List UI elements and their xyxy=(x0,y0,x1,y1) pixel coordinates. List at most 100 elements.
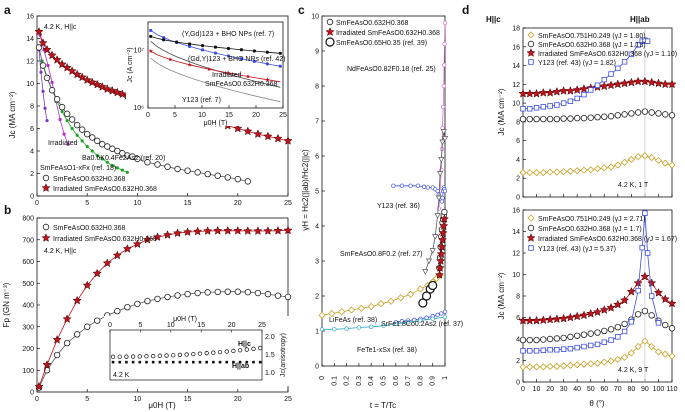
inset-point xyxy=(171,360,175,364)
data-point xyxy=(35,44,43,51)
legend-marker xyxy=(527,224,535,232)
inset-point xyxy=(225,360,229,364)
data-point xyxy=(62,62,72,72)
y-tick-label: 6 xyxy=(315,154,319,161)
data-point xyxy=(558,86,569,95)
inset-point xyxy=(245,360,249,364)
data-point xyxy=(580,360,588,368)
inset-label: H||ab xyxy=(232,363,249,370)
x-tick-label: 40 xyxy=(573,386,581,393)
data-point xyxy=(94,137,101,145)
y-tick-label: 12 xyxy=(512,82,520,89)
data-point xyxy=(434,213,441,219)
data-point xyxy=(415,183,421,188)
data-point xyxy=(192,226,203,236)
data-point xyxy=(436,256,446,265)
data-point xyxy=(613,79,623,89)
data-point xyxy=(662,111,669,118)
y-tick-label: 8 xyxy=(30,104,34,111)
data-point xyxy=(83,323,91,330)
inset-label: (Y,Gd)123 + BHO NPs (ref. 7) xyxy=(182,31,274,38)
data-point xyxy=(640,271,650,281)
inset-point xyxy=(177,352,183,358)
y-axis-label: Jc (MA cm⁻²) xyxy=(497,88,506,135)
data-point xyxy=(214,172,221,179)
data-point xyxy=(572,85,582,94)
x-tick-label: 90 xyxy=(641,386,649,393)
data-point xyxy=(554,102,560,108)
x-tick-label: 70 xyxy=(614,386,622,393)
data-point xyxy=(283,136,293,145)
data-point xyxy=(558,313,569,323)
inset-point xyxy=(125,360,128,364)
data-point xyxy=(566,361,574,369)
x-axis-label: θ (°) xyxy=(589,399,605,408)
data-point xyxy=(38,38,48,47)
data-point xyxy=(540,104,547,110)
data-point xyxy=(439,139,446,146)
data-point xyxy=(164,163,171,170)
data-point xyxy=(142,234,153,244)
data-point xyxy=(600,164,608,172)
data-point xyxy=(67,66,77,76)
data-point xyxy=(600,358,608,366)
data-point xyxy=(112,250,122,260)
data-point xyxy=(621,320,628,328)
legend-text: Y123 (ref. 43) (γJ = 1.82) xyxy=(538,60,616,67)
inset-point xyxy=(211,350,216,355)
inset-point xyxy=(218,360,222,364)
legend-text: SmFeAsO0.632H0.368 (γJ = 1.7) xyxy=(538,226,642,233)
data-point xyxy=(338,308,346,316)
inset-point xyxy=(237,348,243,353)
data-point xyxy=(635,42,641,48)
annotation: 4.2 K, 9 T xyxy=(618,367,649,374)
data-point xyxy=(540,115,547,123)
data-point xyxy=(532,169,541,177)
data-point xyxy=(540,347,547,353)
inset-point xyxy=(145,360,148,364)
data-point xyxy=(264,290,272,298)
data-point xyxy=(654,156,663,164)
y-tick-label: 3 xyxy=(315,259,319,266)
x-tick-label: 10 xyxy=(198,112,206,119)
y-tick-label: 600 xyxy=(22,259,34,266)
data-point xyxy=(440,129,447,135)
data-point xyxy=(273,225,283,235)
data-point xyxy=(592,307,603,317)
data-point xyxy=(667,298,677,308)
data-point xyxy=(587,360,595,368)
inset-point xyxy=(178,360,182,364)
data-point xyxy=(614,323,622,331)
series-label-ba: Ba0.6K0.4Fe2As2 (ref. 20) xyxy=(82,155,165,162)
data-point xyxy=(560,346,567,352)
y-tick-label: 16 xyxy=(26,14,34,21)
x-tick-label: 20 xyxy=(252,112,260,119)
data-point xyxy=(641,152,649,160)
data-point xyxy=(120,168,124,172)
data-point xyxy=(641,108,649,115)
data-point xyxy=(436,171,444,177)
data-point xyxy=(58,117,62,122)
legend-marker xyxy=(527,40,535,48)
data-point xyxy=(422,269,429,275)
data-point xyxy=(66,142,70,146)
x-tick-label: 0 xyxy=(319,376,326,380)
inset-label: Irradiated xyxy=(212,72,242,79)
inset-point xyxy=(278,51,282,55)
data-point xyxy=(85,144,89,149)
data-point xyxy=(369,324,374,329)
data-point xyxy=(588,87,594,93)
data-point xyxy=(588,342,594,349)
y-tick-label: 4 xyxy=(30,149,34,156)
data-point xyxy=(243,126,253,136)
data-point xyxy=(377,300,385,308)
data-point xyxy=(60,110,64,114)
y-tick-label: 14 xyxy=(512,229,520,236)
data-point xyxy=(545,314,555,324)
legend-text: Y123 (ref. 43) (γJ = 5.37) xyxy=(538,246,616,253)
data-point xyxy=(567,98,574,104)
x-tick-label: 0.1 xyxy=(331,376,338,386)
legend-text: Irradiated SmFeAsO0.632H0.368 xyxy=(336,30,440,37)
data-point xyxy=(607,163,615,171)
data-point xyxy=(553,362,561,370)
